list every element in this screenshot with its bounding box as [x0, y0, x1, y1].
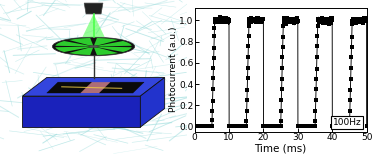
Polygon shape — [81, 82, 110, 93]
Polygon shape — [55, 46, 93, 52]
Polygon shape — [69, 46, 93, 55]
Polygon shape — [55, 41, 93, 46]
Polygon shape — [22, 78, 165, 96]
Text: 100Hz: 100Hz — [333, 118, 361, 127]
Polygon shape — [93, 46, 132, 52]
X-axis label: Time (ms): Time (ms) — [254, 144, 307, 154]
Polygon shape — [84, 3, 103, 14]
Polygon shape — [82, 14, 105, 37]
Ellipse shape — [89, 45, 98, 48]
Polygon shape — [93, 41, 132, 46]
Polygon shape — [47, 82, 92, 93]
Polygon shape — [69, 38, 93, 46]
Polygon shape — [22, 96, 140, 127]
Polygon shape — [99, 82, 144, 93]
Ellipse shape — [53, 37, 135, 56]
Y-axis label: Photocurrent (a.u.): Photocurrent (a.u.) — [169, 27, 178, 113]
Polygon shape — [93, 46, 118, 55]
Polygon shape — [140, 78, 165, 127]
Polygon shape — [93, 38, 118, 46]
